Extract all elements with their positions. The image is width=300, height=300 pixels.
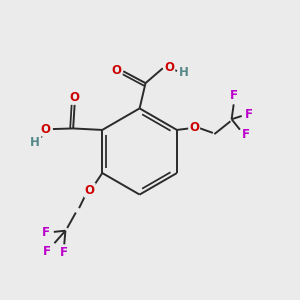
Text: O: O bbox=[112, 64, 122, 77]
Text: F: F bbox=[245, 108, 253, 121]
Text: F: F bbox=[60, 247, 68, 260]
Text: O: O bbox=[69, 91, 79, 104]
Text: H: H bbox=[30, 136, 40, 149]
Text: O: O bbox=[189, 121, 199, 134]
Text: F: F bbox=[41, 226, 50, 239]
Text: H: H bbox=[178, 66, 188, 79]
Text: O: O bbox=[164, 61, 174, 74]
Text: O: O bbox=[85, 184, 95, 197]
Text: F: F bbox=[42, 245, 50, 258]
Text: F: F bbox=[242, 128, 250, 141]
Text: O: O bbox=[41, 122, 51, 136]
Text: F: F bbox=[230, 89, 238, 102]
